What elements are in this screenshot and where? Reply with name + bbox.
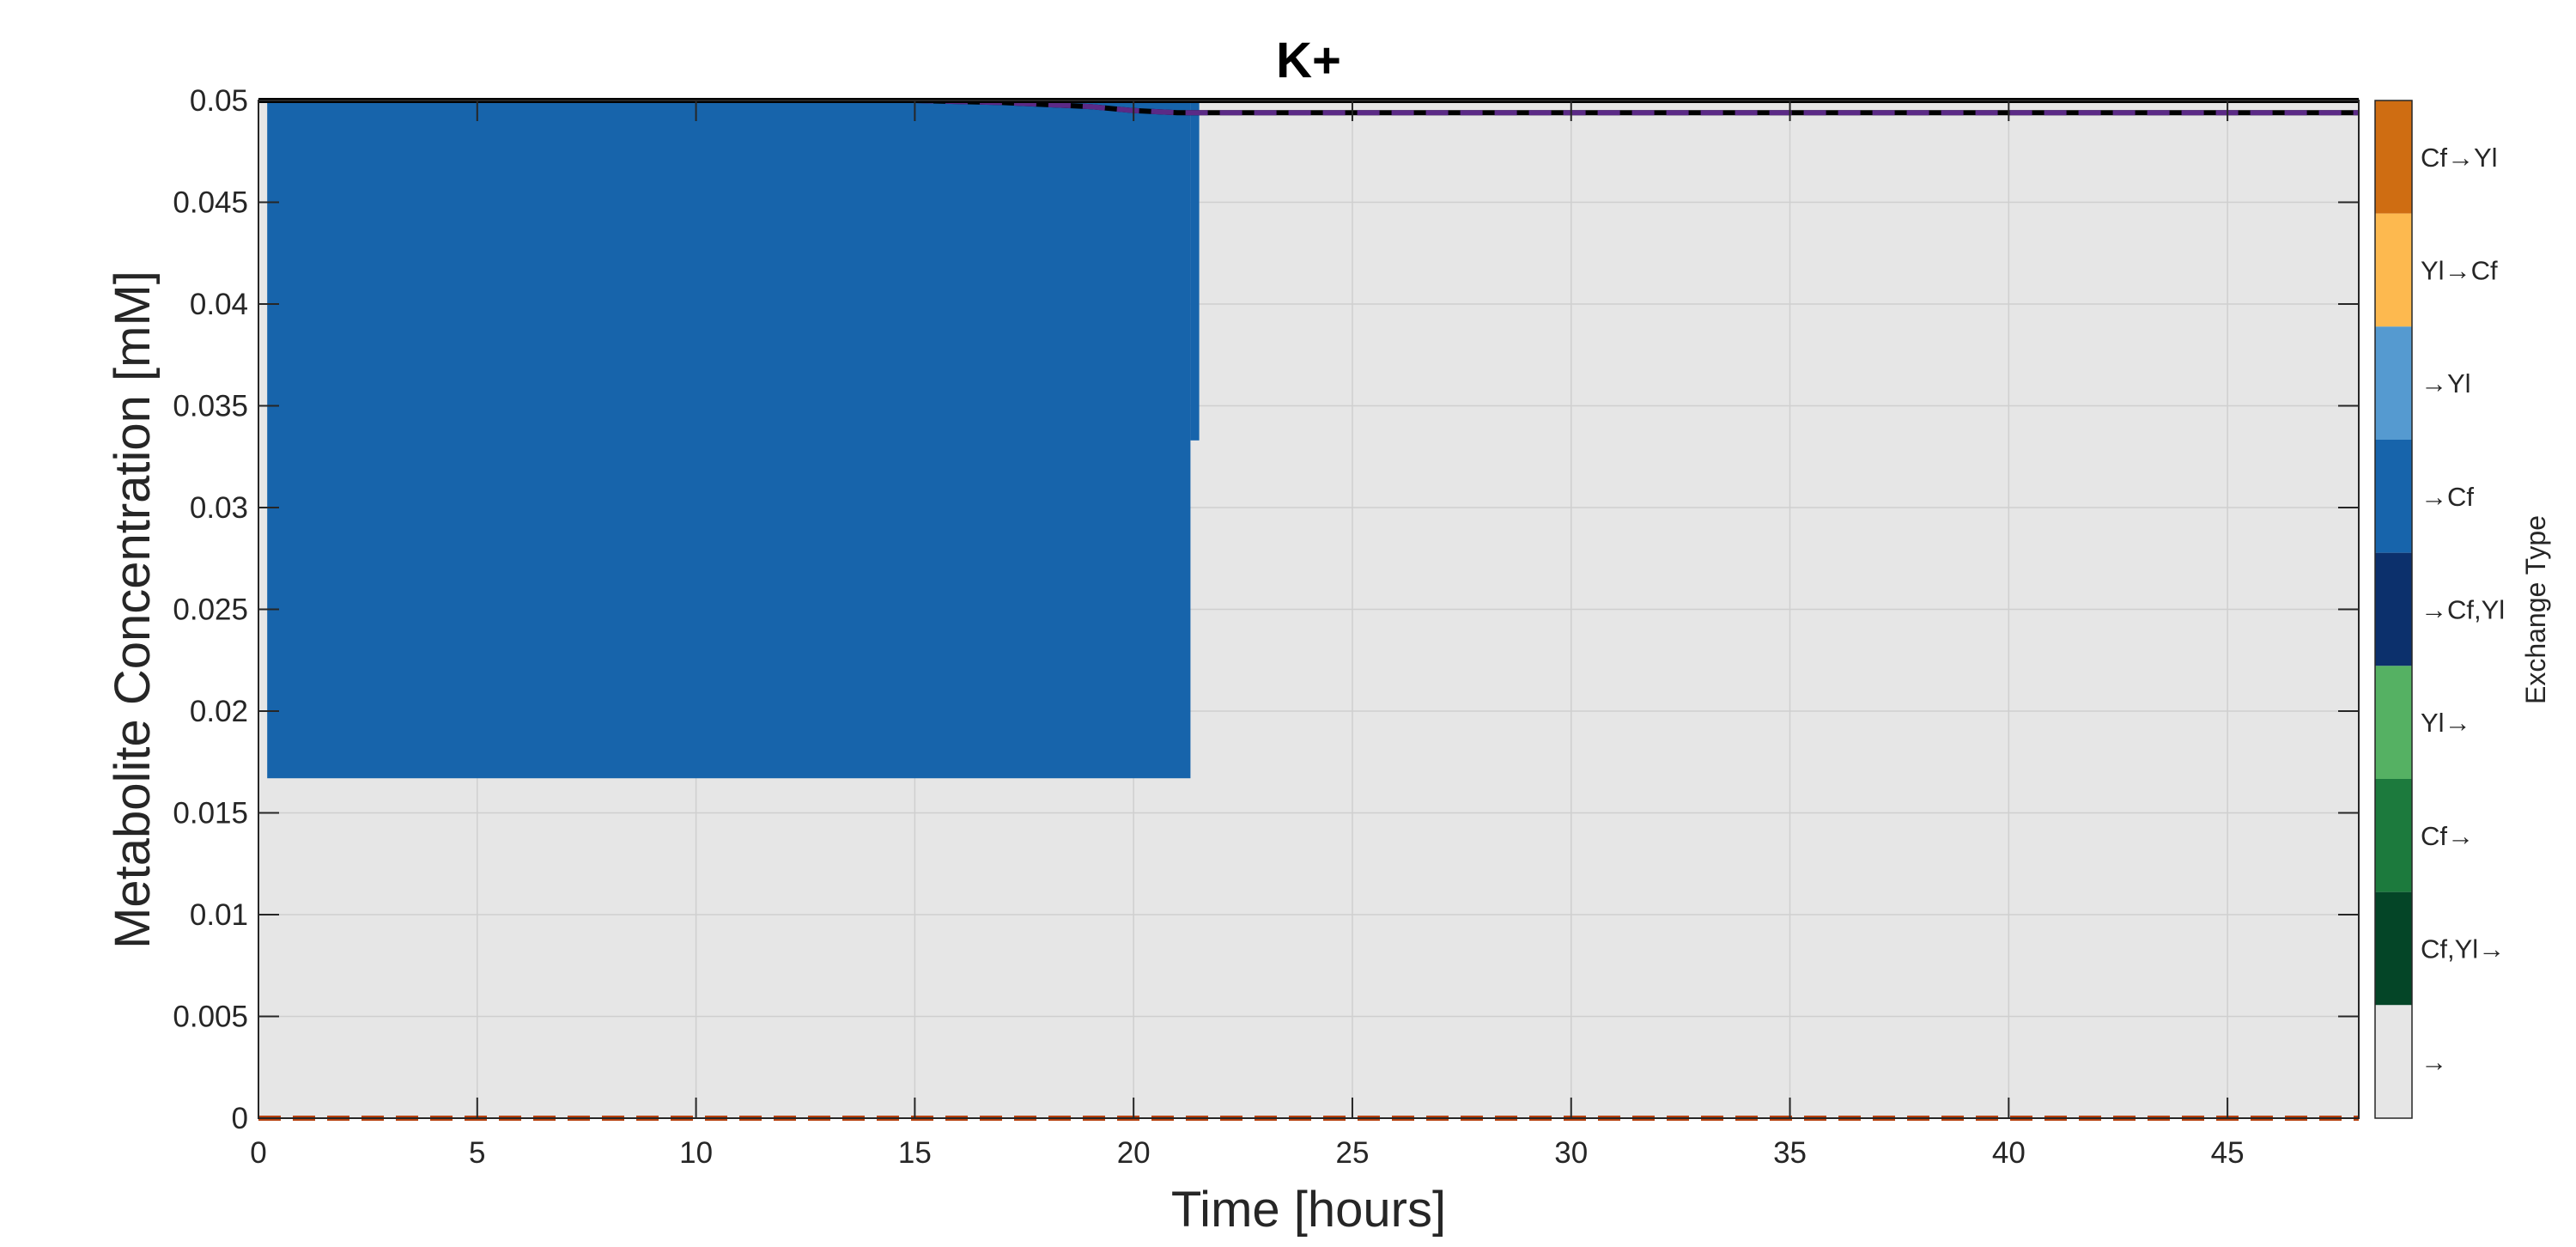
x-tick-label: 30 (1554, 1136, 1588, 1170)
y-tick-label: 0.015 (173, 797, 248, 830)
exchange-region (267, 100, 1191, 779)
y-tick-label: 0.045 (173, 186, 248, 220)
colorbar-segment (2375, 779, 2412, 892)
x-tick-label: 25 (1335, 1136, 1369, 1170)
x-tick-label: 15 (898, 1136, 932, 1170)
colorbar-segment (2375, 666, 2412, 779)
colorbar-tick-label: Cf→Yl (2421, 143, 2498, 173)
x-tick-label: 20 (1117, 1136, 1151, 1170)
y-tick-label: 0.03 (190, 491, 248, 525)
y-tick-label: 0.02 (190, 695, 248, 728)
y-tick-label: 0.01 (190, 898, 248, 932)
colorbar-segment (2375, 891, 2412, 1006)
colorbar-tick-label: →Cf,Yl (2421, 595, 2505, 625)
colorbar-tick-label: →Cf (2421, 482, 2474, 512)
y-tick-label: 0.04 (190, 288, 248, 321)
colorbar-tick-label: →Yl (2421, 368, 2471, 398)
x-tick-label: 0 (250, 1136, 266, 1170)
colorbar-tick-label: → (2421, 1047, 2447, 1077)
x-axis-label: Time [hours] (1171, 1182, 1446, 1238)
exchange-region (1190, 100, 1200, 441)
colorbar-label: Exchange Type (2520, 515, 2551, 704)
x-tick-label: 45 (2211, 1136, 2245, 1170)
series-line (258, 98, 2359, 116)
y-tick-label: 0.025 (173, 593, 248, 627)
y-tick-label: 0.005 (173, 1001, 248, 1034)
x-tick-label: 5 (469, 1136, 485, 1170)
colorbar-tick-label: Yl→ (2421, 708, 2471, 738)
colorbar-segment (2375, 1005, 2412, 1118)
colorbar-frame (2374, 100, 2413, 1119)
colorbar-segment (2375, 552, 2412, 666)
colorbar-tick-label: Yl→Cf (2421, 256, 2498, 286)
chart-title: K+ (1276, 33, 1341, 88)
colorbar-tick-label: Cf,Yl→ (2421, 934, 2505, 964)
x-tick-label: 40 (1992, 1136, 2026, 1170)
colorbar-tick-label: Cf→ (2421, 821, 2474, 851)
y-axis-label: Metabolite Concentration [mM] (105, 271, 161, 949)
x-tick-label: 35 (1773, 1136, 1807, 1170)
colorbar-segment (2375, 326, 2412, 440)
y-tick-label: 0.035 (173, 390, 248, 423)
y-tick-label: 0.05 (190, 84, 248, 118)
colorbar-segment (2375, 440, 2412, 553)
colorbar-segment (2375, 213, 2412, 327)
colorbar-segment (2375, 100, 2412, 214)
x-tick-label: 10 (679, 1136, 713, 1170)
y-tick-label: 0 (232, 1102, 248, 1135)
